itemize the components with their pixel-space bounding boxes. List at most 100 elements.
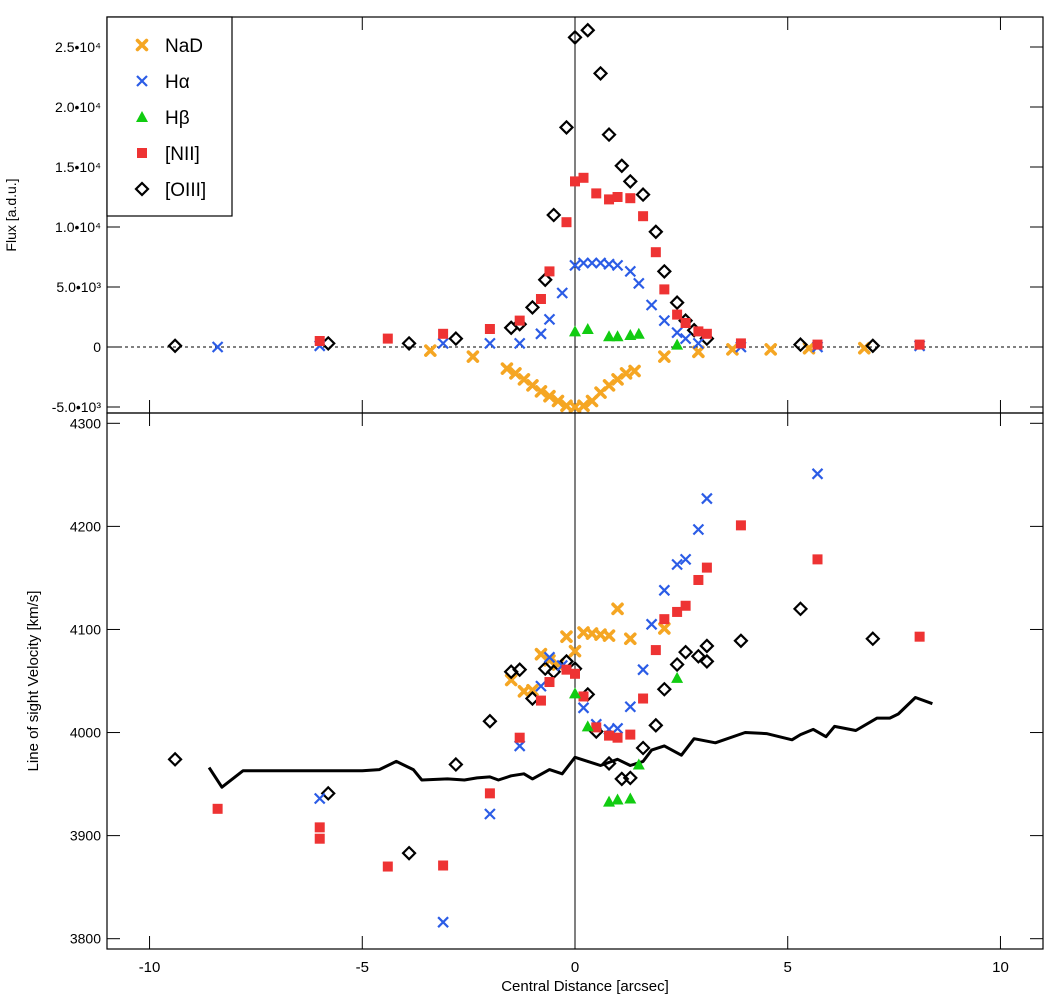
oiii-point: [622, 173, 638, 189]
oiii-point: [580, 22, 596, 38]
flux-y-tick-label: 1.0•10⁴: [55, 219, 101, 235]
h-point: [671, 326, 683, 339]
nii-point: [612, 192, 623, 202]
h-point: [586, 257, 598, 269]
h-point: [543, 313, 556, 326]
x-tick-label: 10: [992, 959, 1009, 976]
velocity-y-tick-label: 4200: [70, 518, 101, 534]
oiii-point: [656, 263, 672, 279]
legend-marker-oiii: [134, 181, 150, 197]
nii-point: [612, 732, 623, 743]
h-point: [611, 722, 624, 735]
stellar-velocity-line: [207, 696, 933, 789]
oiii-point: [320, 785, 336, 801]
h-point: [692, 337, 705, 350]
nii-point: [578, 172, 589, 183]
nii-point: [680, 600, 691, 611]
nii-point: [914, 631, 925, 642]
h-point: [692, 523, 705, 536]
oiii-point: [512, 662, 528, 678]
nii-point: [693, 326, 704, 337]
nii-point: [578, 691, 589, 702]
nii-point: [812, 339, 823, 350]
nii-point: [735, 338, 746, 349]
h-point: [624, 329, 637, 340]
h-point: [632, 758, 645, 770]
velocity-data-points: [167, 468, 933, 928]
oiii-point: [601, 755, 617, 772]
nii-point: [484, 788, 495, 799]
legend-marker-nad: [135, 38, 149, 52]
h-point: [484, 808, 496, 820]
nad-point: [534, 385, 548, 398]
nii-point: [314, 336, 325, 346]
x-tick-label: -5: [356, 959, 369, 976]
nad-point: [628, 364, 641, 378]
oiii-point: [601, 127, 617, 143]
h-point: [484, 337, 496, 350]
oiii-point: [558, 119, 575, 135]
oiii-point: [635, 187, 651, 203]
h-point: [577, 702, 590, 714]
oiii-point: [401, 335, 417, 351]
oiii-point: [524, 299, 541, 315]
velocity-y-axis-label: Line of sight Velocity [km/s]: [25, 591, 42, 772]
nii-point: [701, 328, 712, 339]
nad-point: [658, 622, 671, 635]
h-point: [645, 618, 658, 631]
h-point: [671, 671, 684, 683]
flux-y-tick-label: 0: [93, 339, 101, 355]
h-point: [645, 299, 658, 311]
oiii-point: [567, 29, 583, 45]
velocity-y-ticks: 3800 3900 4000 4100 4200 4300: [70, 415, 1043, 947]
h-point: [569, 687, 581, 699]
oiii-point: [167, 338, 183, 354]
nii-point: [625, 729, 636, 740]
nii-point: [570, 668, 580, 679]
x-tick-label: 0: [571, 959, 579, 976]
nad-point: [568, 644, 582, 658]
nii-point: [535, 294, 546, 304]
nad-point: [504, 673, 518, 687]
nii-point: [604, 730, 615, 741]
nii-point: [544, 266, 555, 277]
nii-point: [382, 861, 393, 872]
nii-point: [659, 284, 670, 295]
oiii-point: [635, 740, 651, 756]
nii-point: [514, 732, 525, 743]
oiii-point: [678, 644, 694, 660]
h-point: [679, 332, 692, 345]
oiii-point: [448, 331, 464, 347]
nad-point: [764, 343, 778, 356]
nii-point: [914, 339, 925, 350]
h-point: [633, 277, 645, 290]
legend-box: [106, 16, 233, 217]
h-point: [611, 793, 624, 805]
flux-y-axis-label: Flux [a.d.u.]: [3, 178, 19, 251]
nii-point: [672, 606, 683, 617]
h-point: [313, 792, 326, 805]
nad-point: [624, 632, 637, 646]
oiii-point: [537, 661, 553, 677]
h-point: [577, 257, 590, 269]
h-point: [569, 259, 581, 272]
nad-point: [500, 362, 514, 375]
nii-point: [484, 324, 495, 334]
nad-point: [577, 399, 590, 413]
nii-point: [591, 722, 602, 733]
h-point: [671, 338, 684, 350]
oiii-point: [792, 337, 809, 353]
flux-panel: -5.0•10³ 0 5.0•10³ 1.0•10⁴ 1.5•10⁴ 2.0•10⁴ 2.5…: [3, 16, 1044, 415]
legend-label-nad: NaD: [165, 36, 203, 57]
h-point: [535, 680, 547, 692]
legend-label-oiii: [OIII]: [165, 180, 206, 201]
velocity-y-tick-label: 3800: [70, 931, 101, 947]
legend-label-h: Hα: [165, 72, 190, 93]
oiii-point: [622, 770, 638, 786]
h-point: [581, 323, 594, 334]
h-point: [543, 651, 556, 664]
flux-y-tick-label: 2.0•10⁴: [55, 99, 101, 115]
x-tick-label: -10: [139, 959, 161, 976]
oiii-point: [690, 648, 706, 664]
